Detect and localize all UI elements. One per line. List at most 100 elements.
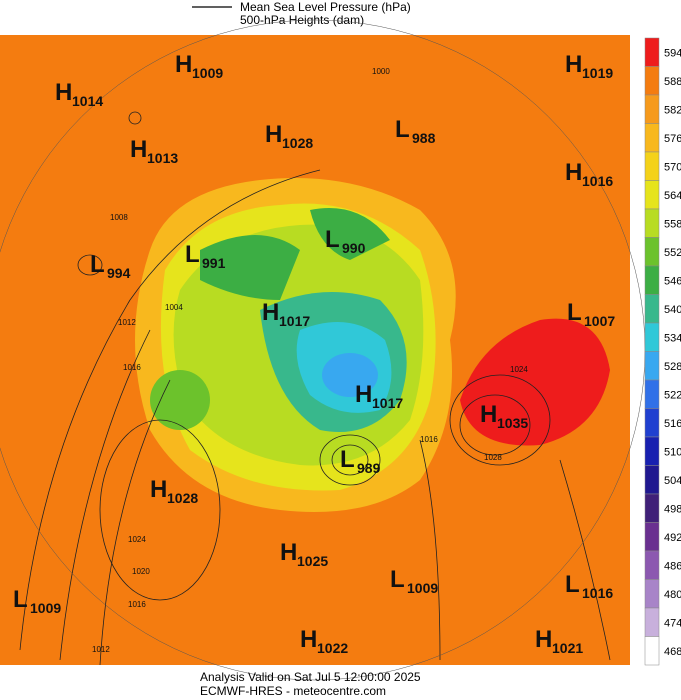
contour-label: 1020 — [132, 567, 150, 576]
center-value: 1021 — [552, 640, 583, 656]
contours — [0, 19, 646, 681]
colorbar-label: 534 — [664, 332, 681, 344]
center-value: 1009 — [192, 65, 223, 81]
center-value: 1014 — [72, 93, 103, 109]
colorbar-label: 528 — [664, 361, 681, 373]
height-area — [460, 318, 610, 446]
colorbar-swatch — [644, 522, 660, 552]
center-letter: L — [325, 226, 340, 253]
contour-label: 1004 — [165, 303, 183, 312]
colorbar-label: 558 — [664, 218, 681, 230]
colorbar-swatch — [644, 379, 660, 409]
center-value: 1016 — [582, 173, 613, 189]
contour-label: 1012 — [92, 645, 110, 654]
center-value: 988 — [412, 130, 436, 146]
colorbar-label: 546 — [664, 275, 681, 287]
center-letter: H — [565, 51, 582, 78]
colorbar-swatch — [644, 436, 660, 466]
colorbar-swatch — [644, 550, 660, 580]
map — [0, 19, 646, 681]
center-value: 1013 — [147, 150, 178, 166]
height-area — [150, 370, 210, 430]
center-value: 1019 — [582, 65, 613, 81]
colorbar-label: 570 — [664, 161, 681, 173]
colorbar-label: 474 — [664, 617, 681, 629]
colorbar-label: 582 — [664, 104, 681, 116]
center-value: 1007 — [584, 313, 615, 329]
center-letter: H — [55, 79, 72, 106]
center-value: 1017 — [372, 395, 403, 411]
colorbar-swatch — [644, 408, 660, 438]
center-letter: H — [480, 401, 497, 428]
colorbar-label: 492 — [664, 532, 681, 544]
center-value: 1028 — [282, 135, 313, 151]
colorbar-swatch — [644, 465, 660, 495]
colorbar-swatch — [644, 237, 660, 267]
colorbar-label: 522 — [664, 389, 681, 401]
colorbar-label: 540 — [664, 304, 681, 316]
center-value: 1028 — [167, 490, 198, 506]
center-letter: H — [175, 51, 192, 78]
center-letter: H — [355, 381, 372, 408]
contour-label: 1012 — [118, 318, 136, 327]
center-letter: L — [185, 241, 200, 268]
center-letter: L — [390, 566, 405, 593]
center-letter: L — [340, 446, 355, 473]
center-value: 1016 — [582, 585, 613, 601]
legend-text: 500-hPa Heights (dam) — [240, 13, 364, 27]
colorbar-label: 516 — [664, 418, 681, 430]
height-area — [200, 208, 390, 300]
colorbar-label: 486 — [664, 560, 681, 572]
center-value: 1022 — [317, 640, 348, 656]
contour-label: 1016 — [123, 363, 141, 372]
colorbar-label: 480 — [664, 589, 681, 601]
colorbar-swatch — [644, 294, 660, 324]
contour-label: 1008 — [110, 213, 128, 222]
colorbar-swatch — [644, 607, 660, 637]
center-letter: H — [130, 136, 147, 163]
center-letter: L — [567, 299, 582, 326]
center-letter: L — [395, 116, 410, 143]
colorbar-label: 576 — [664, 133, 681, 145]
center-value: 990 — [342, 240, 366, 256]
center-letter: L — [13, 586, 28, 613]
height-area — [322, 353, 378, 397]
colorbar-swatch — [644, 636, 660, 666]
center-letter: H — [280, 539, 297, 566]
colorbar-swatch — [644, 94, 660, 124]
colorbar-label: 564 — [664, 190, 681, 202]
contour-label: 1024 — [510, 365, 528, 374]
center-letter: H — [262, 299, 279, 326]
center-value: 1009 — [30, 600, 61, 616]
colorbar-swatch — [644, 180, 660, 210]
contour-label: 1016 — [128, 600, 146, 609]
colorbar-swatch — [644, 208, 660, 238]
contour-label: 1000 — [372, 67, 390, 76]
center-letter: H — [265, 121, 282, 148]
colorbar-label: 552 — [664, 247, 681, 259]
legend-text: Mean Sea Level Pressure (hPa) — [240, 0, 411, 14]
contour-label: 1024 — [128, 535, 146, 544]
center-value: 994 — [107, 265, 131, 281]
contour-label: 1016 — [420, 435, 438, 444]
contour-labels: 1000 1008 1004 1012 1016 1024 1020 1016 1012 1028… — [92, 67, 528, 654]
center-value: 989 — [357, 460, 381, 476]
colorbar-swatch — [644, 322, 660, 352]
center-value: 1035 — [497, 415, 528, 431]
colorbar-label: 468 — [664, 646, 681, 658]
center-letter: H — [150, 476, 167, 503]
center-value: 1017 — [279, 313, 310, 329]
center-letter: L — [90, 251, 105, 278]
colorbar-swatch — [644, 123, 660, 153]
footer-text: Analysis Valid on Sat Jul 5 12:00:00 202… — [200, 670, 421, 684]
colorbar-label: 588 — [664, 76, 681, 88]
center-value: 991 — [202, 255, 226, 271]
colorbar-label: 504 — [664, 475, 681, 487]
colorbar-label: 498 — [664, 503, 681, 515]
colorbar-swatch — [644, 351, 660, 381]
center-letter: H — [300, 626, 317, 653]
colorbar-swatch — [644, 493, 660, 523]
center-value: 1025 — [297, 553, 328, 569]
